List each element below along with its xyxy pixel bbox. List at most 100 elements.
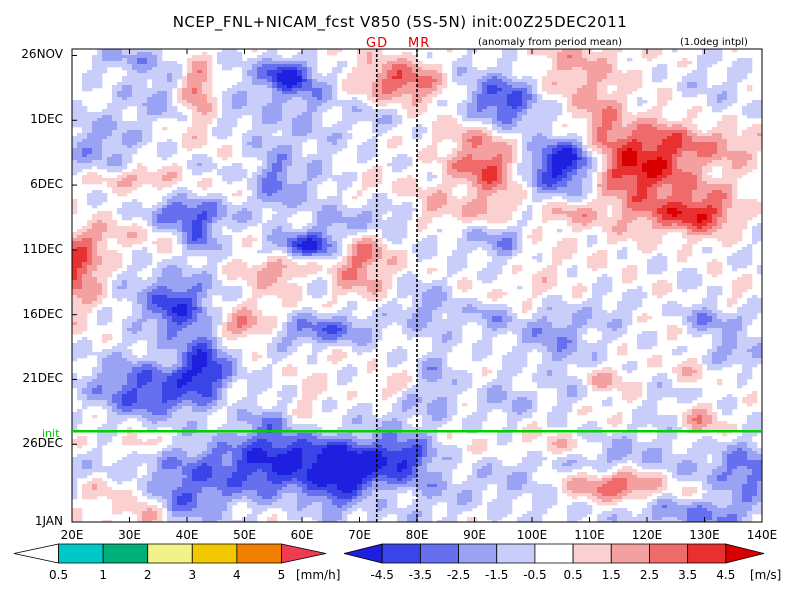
field-cell bbox=[727, 148, 733, 152]
field-cell bbox=[202, 61, 208, 65]
field-cell bbox=[317, 157, 323, 161]
field-cell bbox=[442, 184, 448, 188]
field-cell bbox=[312, 163, 318, 167]
field-cell bbox=[582, 196, 588, 200]
field-cell bbox=[237, 109, 243, 113]
field-cell bbox=[302, 175, 308, 179]
field-cell bbox=[642, 178, 648, 182]
field-cell bbox=[507, 52, 513, 56]
field-cell bbox=[372, 196, 378, 200]
field-cell bbox=[207, 115, 213, 119]
field-cell bbox=[122, 130, 128, 134]
field-cell bbox=[132, 172, 138, 176]
field-cell bbox=[372, 73, 378, 77]
field-cell bbox=[437, 139, 443, 143]
field-cell bbox=[572, 94, 578, 98]
field-cell bbox=[87, 145, 93, 149]
field-cell bbox=[247, 142, 253, 146]
field-cell bbox=[192, 115, 198, 119]
field-cell bbox=[82, 154, 88, 158]
field-cell bbox=[642, 157, 648, 161]
field-cell bbox=[302, 70, 308, 74]
field-cell bbox=[607, 64, 613, 68]
field-cell bbox=[392, 124, 398, 128]
field-cell bbox=[257, 91, 263, 95]
field-cell bbox=[452, 64, 458, 68]
field-cell bbox=[647, 124, 653, 128]
field-cell bbox=[582, 55, 588, 59]
field-cell bbox=[107, 181, 113, 185]
field-cell bbox=[397, 187, 403, 191]
field-cell bbox=[732, 49, 738, 53]
field-cell bbox=[742, 148, 748, 152]
field-cell bbox=[527, 49, 533, 53]
field-cell bbox=[627, 160, 633, 164]
field-cell bbox=[347, 115, 353, 119]
field-cell bbox=[272, 85, 278, 89]
field-cell bbox=[497, 109, 503, 113]
field-cell bbox=[577, 79, 583, 83]
field-cell bbox=[312, 91, 318, 95]
field-cell bbox=[717, 130, 723, 134]
field-cell bbox=[172, 106, 178, 110]
field-cell bbox=[77, 136, 83, 140]
field-cell bbox=[612, 187, 618, 191]
field-cell bbox=[522, 91, 528, 95]
field-cell bbox=[582, 187, 588, 191]
field-cell bbox=[142, 91, 148, 95]
field-cell bbox=[317, 127, 323, 131]
field-cell bbox=[367, 109, 373, 113]
field-cell bbox=[607, 49, 613, 53]
field-cell bbox=[622, 136, 628, 140]
field-cell bbox=[627, 178, 633, 182]
field-cell bbox=[377, 70, 383, 74]
field-cell bbox=[657, 190, 663, 194]
field-cell bbox=[162, 100, 168, 104]
field-cell bbox=[532, 145, 538, 149]
field-cell bbox=[412, 193, 418, 197]
field-cell bbox=[142, 55, 148, 59]
field-cell bbox=[107, 52, 113, 56]
field-cell bbox=[402, 67, 408, 71]
field-cell bbox=[557, 193, 563, 197]
field-cell bbox=[127, 100, 133, 104]
field-cell bbox=[682, 157, 688, 161]
field-cell bbox=[642, 55, 648, 59]
field-cell bbox=[157, 64, 163, 68]
field-cell bbox=[572, 70, 578, 74]
field-cell bbox=[197, 67, 203, 71]
field-cell bbox=[467, 187, 473, 191]
field-cell bbox=[87, 172, 93, 176]
field-cell bbox=[532, 163, 538, 167]
field-cell bbox=[407, 112, 413, 116]
field-cell bbox=[412, 184, 418, 188]
field-cell bbox=[237, 190, 243, 194]
field-cell bbox=[457, 82, 463, 86]
field-cell bbox=[402, 154, 408, 158]
field-cell bbox=[447, 172, 453, 176]
field-cell bbox=[97, 67, 103, 71]
field-cell bbox=[352, 76, 358, 80]
field-cell bbox=[322, 157, 328, 161]
field-cell bbox=[707, 103, 713, 107]
field-cell bbox=[582, 94, 588, 98]
field-cell bbox=[292, 100, 298, 104]
field-cell bbox=[662, 187, 668, 191]
field-cell bbox=[287, 112, 293, 116]
field-cell bbox=[197, 100, 203, 104]
field-cell bbox=[102, 49, 108, 53]
field-cell bbox=[292, 121, 298, 125]
field-cell bbox=[617, 169, 623, 173]
field-cell bbox=[342, 64, 348, 68]
field-cell bbox=[397, 91, 403, 95]
field-cell bbox=[717, 94, 723, 98]
field-cell bbox=[92, 70, 98, 74]
field-cell bbox=[337, 178, 343, 182]
field-cell bbox=[432, 121, 438, 125]
field-cell bbox=[207, 196, 213, 200]
field-cell bbox=[307, 73, 313, 77]
field-cell bbox=[297, 184, 303, 188]
field-cell bbox=[752, 100, 758, 104]
field-cell bbox=[467, 166, 473, 170]
field-cell bbox=[227, 172, 233, 176]
